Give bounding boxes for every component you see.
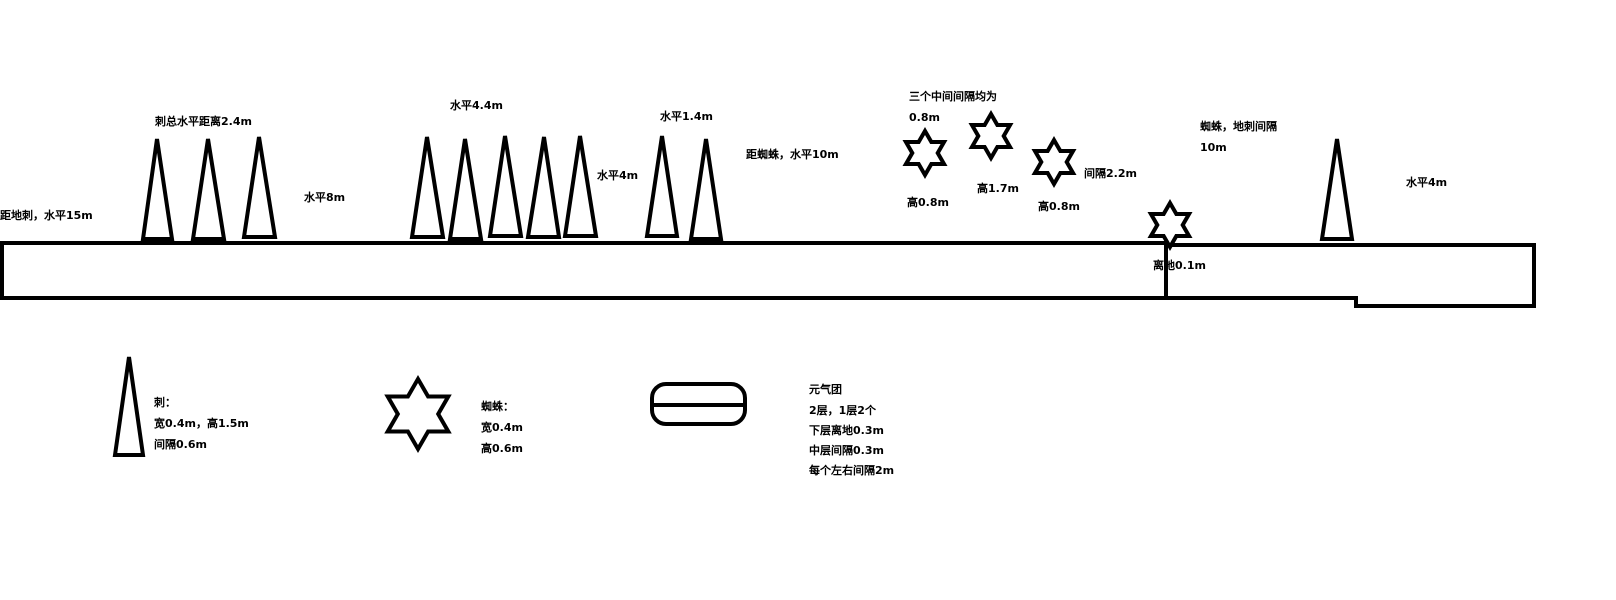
annotation-spider3-height: 高0.8m	[1038, 199, 1080, 213]
legend-spike: 刺： 宽0.4m，高1.5m 间隔0.6m	[112, 356, 249, 457]
legend-energy-ball-lower-height: 下层离地0.3m	[809, 423, 884, 437]
spike-icon	[112, 356, 146, 457]
legend-spider-width: 宽0.4m	[480, 420, 523, 434]
legend-energy-ball-middle-spacing: 中层间隔0.3m	[809, 443, 884, 457]
spike	[140, 138, 175, 241]
spike	[241, 136, 278, 239]
annotation-spider-spike-gap-line2: 10m	[1200, 141, 1227, 154]
annotation-spider-spacing-value: 0.8m	[909, 111, 940, 124]
spider-star-icon	[902, 126, 948, 180]
legend-spike-size: 宽0.4m，高1.5m	[153, 416, 249, 430]
spike	[644, 135, 680, 238]
spike-group-3	[644, 135, 724, 241]
legend-energy-ball-title: 元气团	[809, 382, 842, 396]
annotation-gap-4m-right: 水平4m	[1406, 175, 1447, 189]
legend-spike-title: 刺：	[153, 395, 176, 409]
spike	[447, 138, 484, 241]
spike-group-2	[409, 135, 599, 241]
spider-star-icon	[384, 374, 452, 454]
spike	[190, 138, 227, 241]
annotation-gap-4m: 水平4m	[597, 168, 638, 182]
annotation-horizontal-4-4m: 水平4.4m	[450, 98, 503, 112]
annotation-spike-group-span: 刺总水平距离2.4m	[154, 114, 252, 128]
annotation-spider2-height: 高1.7m	[977, 181, 1019, 195]
legend-energy-ball-layers: 2层，1层2个	[809, 403, 877, 417]
annotation-spider-spike-gap-line1: 蜘蛛，地刺间隔	[1200, 119, 1277, 133]
legend-spider: 蜘蛛： 宽0.4m 高0.6m	[384, 374, 523, 455]
legend-energy-ball-side-spacing: 每个左右间隔2m	[809, 463, 894, 477]
annotation-spider-ground-offset: 离地0.1m	[1153, 258, 1206, 272]
legend-spider-title: 蜘蛛：	[481, 399, 514, 413]
spike-group-1	[140, 136, 278, 241]
annotation-gap-8m: 水平8m	[304, 190, 345, 204]
annotation-horizontal-1-4m: 水平1.4m	[660, 109, 713, 123]
legend-energy-ball: 元气团 2层，1层2个 下层离地0.3m 中层间隔0.3m 每个左右间隔2m	[650, 382, 894, 477]
energy-ball-icon	[650, 382, 747, 426]
legend-spider-height: 高0.6m	[481, 441, 523, 455]
spike	[562, 135, 599, 238]
spike	[487, 135, 524, 238]
annotation-spider-spacing-title: 三个中间间隔均为	[909, 89, 997, 103]
annotation-to-spider-10m: 距蜘蛛，水平10m	[746, 147, 839, 161]
spider-star-icon	[1147, 198, 1193, 252]
annotation-start-distance: 距地刺，水平15m	[0, 208, 93, 222]
annotation-spider1-height: 高0.8m	[907, 195, 949, 209]
ground-platform	[0, 241, 1536, 308]
spike-right	[1319, 138, 1355, 241]
annotation-spider-gap-2-2m: 间隔2.2m	[1084, 166, 1137, 180]
spike	[688, 138, 724, 241]
spider-star-icon	[968, 109, 1014, 163]
legend-spike-spacing: 间隔0.6m	[154, 437, 207, 451]
spike	[525, 136, 562, 239]
spike	[409, 136, 446, 239]
spider-star-icon	[1031, 135, 1077, 189]
